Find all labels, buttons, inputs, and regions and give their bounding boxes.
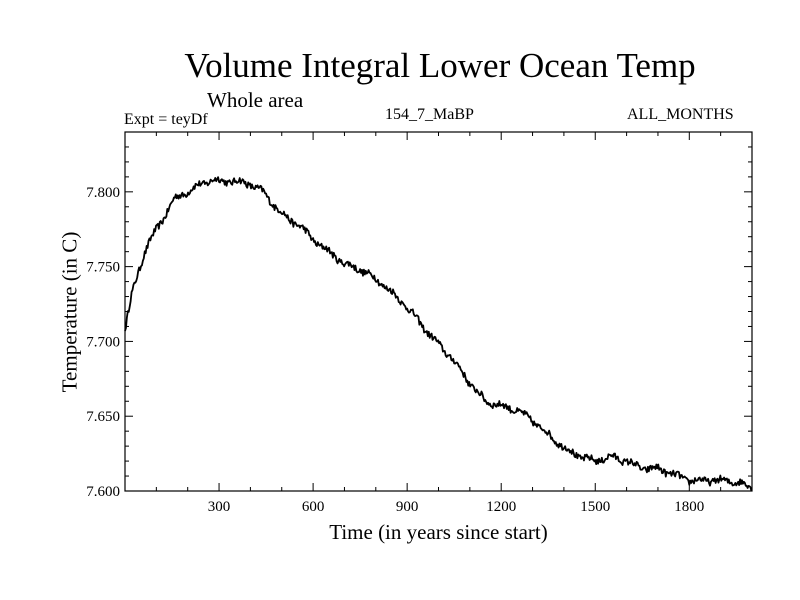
axis-ticks: 300 600 900 1200 1500 1800 7.600 7.650 7.700 7.75… — [86, 132, 752, 515]
chart-subtitle: Whole area — [207, 88, 304, 112]
y-tick-label: 7.700 — [86, 334, 120, 350]
y-tick-label: 7.800 — [86, 185, 120, 201]
y-tick-label: 7.650 — [86, 409, 120, 425]
months-label: ALL_MONTHS — [627, 106, 734, 123]
chart-title: Volume Integral Lower Ocean Temp — [184, 46, 696, 85]
x-tick-label: 1200 — [486, 499, 516, 515]
y-tick-label: 7.750 — [86, 260, 120, 276]
temperature-series-line — [124, 176, 753, 491]
x-tick-label: 900 — [396, 499, 419, 515]
experiment-label: Expt = teyDf — [124, 111, 208, 128]
x-axis-label: Time (in years since start) — [329, 520, 548, 544]
run-label: 154_7_MaBP — [385, 106, 474, 123]
x-tick-label: 300 — [208, 499, 231, 515]
y-tick-label: 7.600 — [86, 484, 120, 500]
x-tick-label: 1500 — [580, 499, 610, 515]
plot-frame — [124, 131, 753, 492]
x-tick-label: 1800 — [674, 499, 704, 515]
x-tick-label: 600 — [302, 499, 325, 515]
